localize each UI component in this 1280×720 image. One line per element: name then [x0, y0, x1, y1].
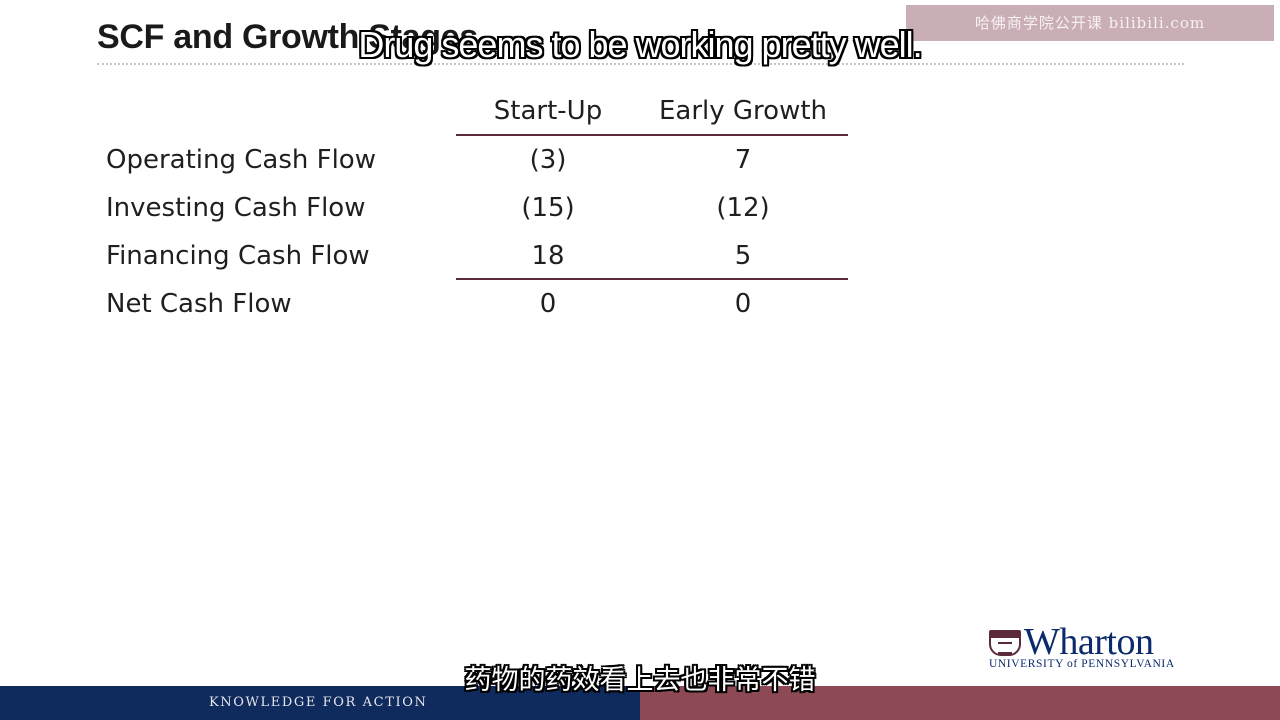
cell-investing-early-growth: (12) — [716, 193, 770, 223]
slide-title: SCF and Growth Stages — [97, 18, 478, 56]
logo-subtitle: UNIVERSITY of PENNSYLVANIA — [989, 658, 1175, 670]
cell-investing-start-up: (15) — [521, 193, 575, 223]
column-header-start-up: Start-Up — [493, 96, 603, 126]
subtitle-english: Drug seems to be working pretty well. — [358, 24, 922, 65]
row-label-investing: Investing Cash Flow — [106, 193, 366, 223]
footer-bar-right — [640, 686, 1280, 720]
row-label-operating: Operating Cash Flow — [106, 145, 376, 175]
logo-name: Wharton — [1024, 621, 1154, 663]
cash-flow-table: Start-Up Early Growth Operating Cash Flo… — [106, 96, 848, 319]
wharton-logo: Wharton UNIVERSITY of PENNSYLVANIA — [988, 621, 1193, 672]
watermark: 哈佛商学院公开课 bilibili.com — [906, 5, 1274, 41]
title-divider — [97, 63, 1184, 65]
cell-financing-start-up: 18 — [531, 241, 565, 271]
total-rule — [456, 278, 848, 280]
shield-icon — [989, 630, 1021, 656]
header-rule — [456, 134, 848, 136]
row-label-net: Net Cash Flow — [106, 289, 292, 319]
row-label-financing: Financing Cash Flow — [106, 241, 370, 271]
cell-operating-early-growth: 7 — [734, 145, 752, 175]
column-header-early-growth: Early Growth — [658, 96, 828, 126]
footer-bar-left: KNOWLEDGE FOR ACTION — [0, 686, 640, 720]
cell-operating-start-up: (3) — [529, 145, 567, 175]
footer-tagline: KNOWLEDGE FOR ACTION — [209, 695, 428, 710]
subtitle-chinese: 药物的药效看上去也非常不错 — [464, 665, 816, 696]
cell-net-start-up: 0 — [539, 289, 557, 319]
cell-financing-early-growth: 5 — [734, 241, 752, 271]
cell-net-early-growth: 0 — [734, 289, 752, 319]
